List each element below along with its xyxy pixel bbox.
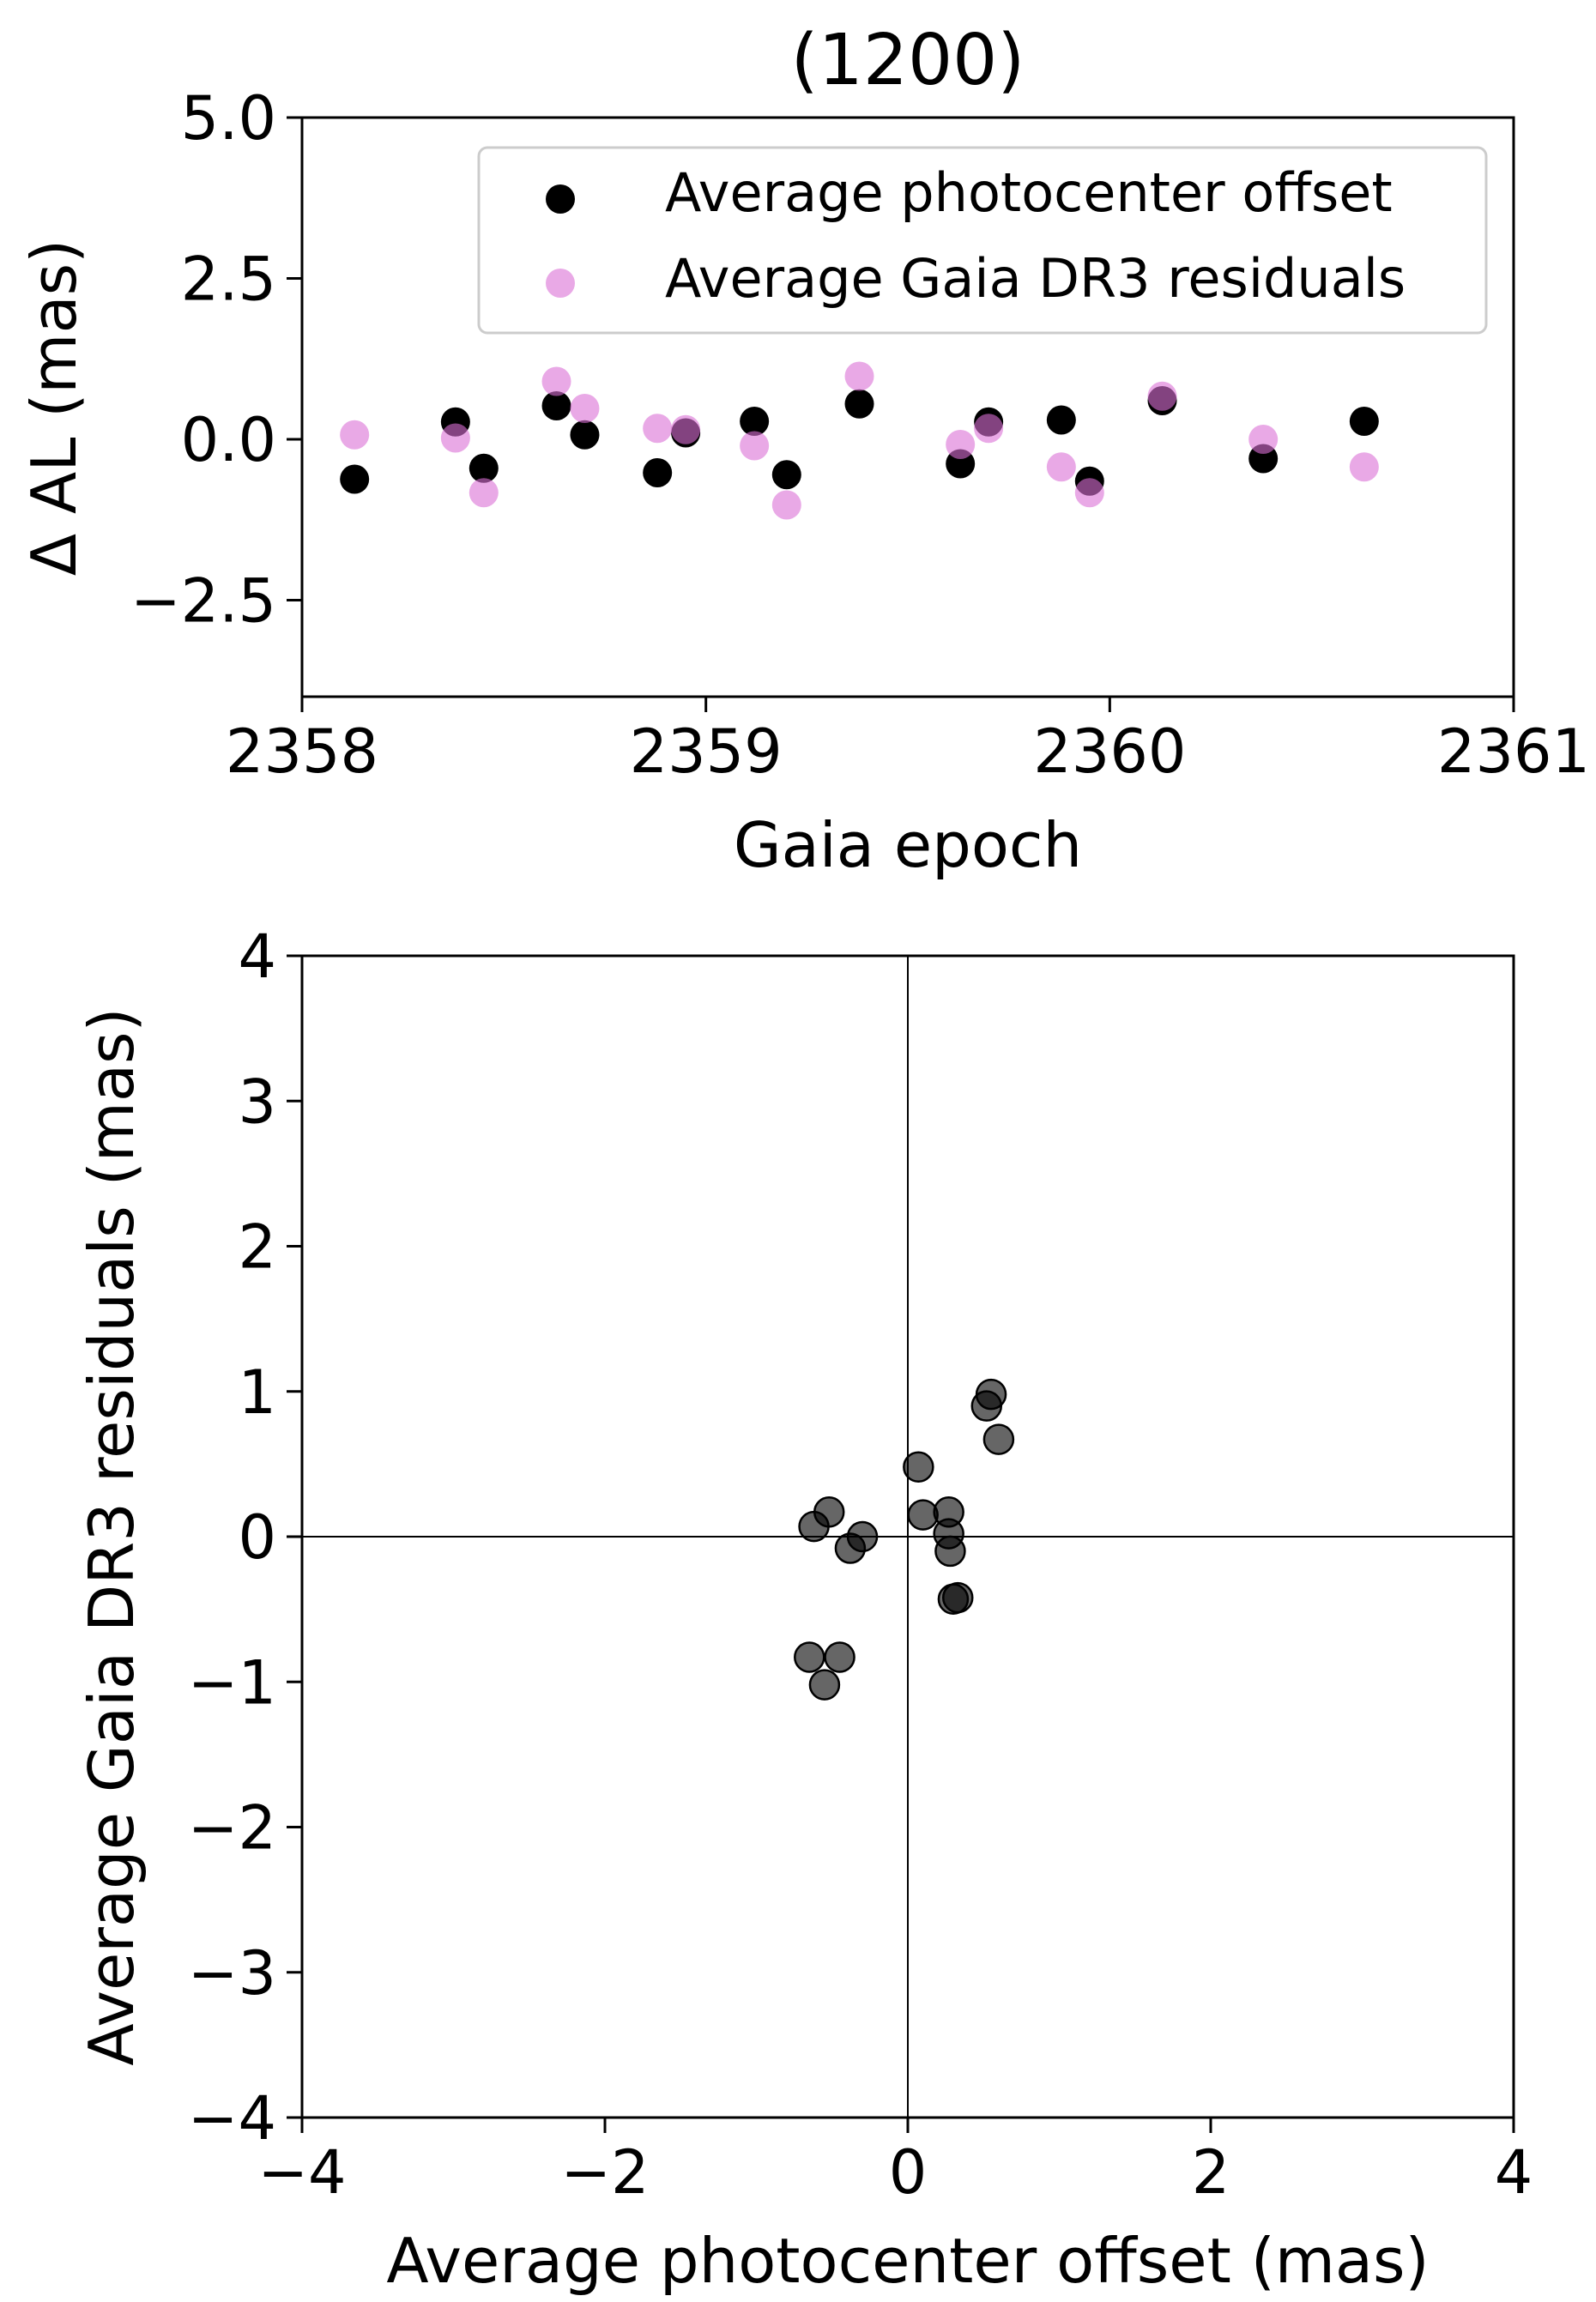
legend-label-residuals: Average Gaia DR3 residuals [665,247,1406,310]
time-series-x-tick-label: 2359 [630,716,783,787]
dr3-residual-point [671,414,701,444]
correlation-x-tick-label: −4 [257,2137,346,2208]
offset-vs-residual-point [794,1641,825,1673]
correlation-y-tick-label: 1 [238,1357,276,1428]
photocenter-offset-point [643,458,673,487]
correlation-y-tick-label: −4 [188,2083,276,2154]
dr3-residual-point [1248,425,1279,454]
correlation-y-tick-label: −2 [188,1793,276,1864]
dr3-residual-point [771,490,801,520]
dr3-residual-point [1147,381,1177,411]
time-series-x-tick-label: 2361 [1437,716,1590,787]
legend-label-offset: Average photocenter offset [665,161,1393,224]
correlation-y-tick-label: 0 [238,1502,276,1573]
correlation-y-axis-label: Average Gaia DR3 residuals (mas) [76,1007,148,2065]
time-series-x-axis-label: Gaia epoch [734,809,1082,881]
dr3-residual-point [844,361,874,391]
dr3-residual-point [440,423,470,453]
time-series-y-ticks: −2.5 0.0 2.5 5.0 [130,83,302,637]
photocenter-offset-point [469,453,499,483]
dr3-residual-point [1349,452,1379,482]
offset-vs-residual-point [934,1535,966,1568]
correlation-x-tick-label: 2 [1192,2137,1230,2208]
offset-vs-residual-point [903,1451,934,1483]
correlation-y-tick-label: −1 [188,1647,276,1718]
offset-vs-residual-point [824,1641,855,1673]
dr3-residual-point [570,394,600,423]
offset-vs-residual-point [982,1423,1015,1455]
dr3-residual-point [740,431,770,461]
time-series-y-tick-label: 2.5 [181,245,276,315]
time-series-y-tick-label: 0.0 [181,405,276,475]
correlation-markers [794,1378,1015,1701]
legend-box [477,146,1488,335]
time-series-axes-frame [300,116,1515,698]
correlation-y-tick-label: 3 [238,1066,276,1137]
dr3-residual-point [1046,452,1076,482]
time-series-markers [340,361,1379,520]
correlation-x-axis-label: Average photocenter offset (mas) [386,2225,1429,2297]
correlation-y-tick-label: 2 [238,1212,276,1283]
legend: Average photocenter offset Average Gaia … [477,146,1488,335]
correlation-x-ticks: −4 −2 0 2 4 [257,2118,1533,2208]
photocenter-offset-point [1349,407,1379,436]
correlation-x-tick-label: 4 [1495,2137,1533,2208]
offset-vs-residual-point [933,1495,964,1528]
time-series-panel: 2358 2359 2360 2361 −2.5 0.0 2.5 5.0 Gaia epoc… [18,83,1590,881]
offset-vs-residual-point [813,1495,845,1528]
offset-vs-residual-point [907,1499,939,1531]
correlation-y-tick-label: 4 [238,921,276,992]
offset-vs-residual-point [808,1669,841,1701]
correlation-x-tick-label: 0 [889,2137,928,2208]
photocenter-offset-point [1046,405,1076,435]
time-series-x-ticks: 2358 2359 2360 2361 [226,697,1590,787]
legend-marker-residuals [546,269,575,298]
chart-title: (1200) [791,20,1025,101]
correlation-panel: −4 −2 0 2 4 −4 −3 −2 −1 0 1 2 3 4 Average photocente… [76,921,1533,2297]
offset-vs-residual-point [941,1581,974,1614]
legend-marker-offset [546,184,575,214]
time-series-x-tick-label: 2358 [226,716,378,787]
time-series-y-tick-label: −2.5 [130,566,276,637]
photocenter-offset-point [541,391,571,420]
dr3-residual-point [946,430,976,459]
dr3-residual-point [643,414,673,444]
correlation-x-tick-label: −2 [560,2137,649,2208]
time-series-y-tick-label: 5.0 [181,83,276,154]
correlation-y-ticks: −4 −3 −2 −1 0 1 2 3 4 [188,921,302,2154]
dr3-residual-point [974,414,1004,444]
time-series-y-axis-label: Δ AL (mas) [18,239,90,576]
time-series-x-tick-label: 2360 [1033,716,1186,787]
photocenter-offset-point [771,460,801,490]
dr3-residual-point [541,366,571,396]
photocenter-offset-point [844,389,874,419]
dr3-residual-point [340,420,370,450]
photocenter-offset-point [340,464,370,494]
dr3-residual-point [1074,478,1104,508]
photocenter-offset-point [570,420,600,450]
photocenter-offset-point [740,407,770,436]
correlation-y-tick-label: −3 [188,1938,276,2009]
offset-vs-residual-point [846,1520,879,1553]
dr3-residual-point [469,478,499,508]
offset-vs-residual-point [975,1378,1007,1411]
